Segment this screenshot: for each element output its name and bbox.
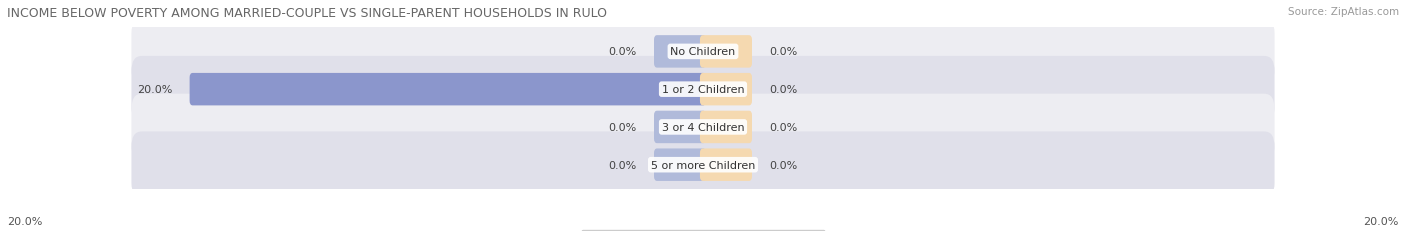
Text: 3 or 4 Children: 3 or 4 Children [662, 122, 744, 132]
FancyBboxPatch shape [131, 94, 1275, 161]
Text: 0.0%: 0.0% [769, 85, 797, 95]
Text: 5 or more Children: 5 or more Children [651, 160, 755, 170]
Text: 0.0%: 0.0% [769, 122, 797, 132]
Text: INCOME BELOW POVERTY AMONG MARRIED-COUPLE VS SINGLE-PARENT HOUSEHOLDS IN RULO: INCOME BELOW POVERTY AMONG MARRIED-COUPL… [7, 7, 607, 20]
Text: 20.0%: 20.0% [7, 216, 42, 226]
FancyBboxPatch shape [700, 149, 752, 181]
Text: 0.0%: 0.0% [609, 47, 637, 57]
Text: Source: ZipAtlas.com: Source: ZipAtlas.com [1288, 7, 1399, 17]
FancyBboxPatch shape [654, 36, 706, 68]
Text: 0.0%: 0.0% [609, 160, 637, 170]
FancyBboxPatch shape [131, 57, 1275, 123]
FancyBboxPatch shape [700, 36, 752, 68]
FancyBboxPatch shape [700, 111, 752, 143]
FancyBboxPatch shape [190, 74, 706, 106]
Text: 0.0%: 0.0% [609, 122, 637, 132]
FancyBboxPatch shape [131, 132, 1275, 198]
FancyBboxPatch shape [654, 149, 706, 181]
Text: 20.0%: 20.0% [136, 85, 173, 95]
Text: No Children: No Children [671, 47, 735, 57]
FancyBboxPatch shape [700, 74, 752, 106]
Text: 20.0%: 20.0% [1364, 216, 1399, 226]
Text: 0.0%: 0.0% [769, 47, 797, 57]
Text: 0.0%: 0.0% [769, 160, 797, 170]
Text: 1 or 2 Children: 1 or 2 Children [662, 85, 744, 95]
FancyBboxPatch shape [654, 111, 706, 143]
Legend: Married Couples, Single Parents: Married Couples, Single Parents [581, 230, 825, 231]
FancyBboxPatch shape [131, 19, 1275, 85]
